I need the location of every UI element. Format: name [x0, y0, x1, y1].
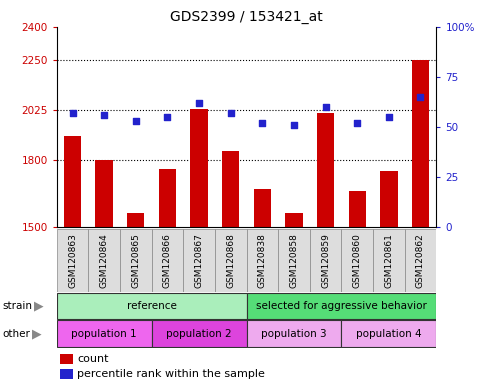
Text: population 1: population 1: [71, 329, 137, 339]
Text: GSM120860: GSM120860: [352, 233, 362, 288]
Bar: [96, 160, 113, 227]
Text: GSM120866: GSM120866: [163, 233, 172, 288]
Title: GDS2399 / 153421_at: GDS2399 / 153421_at: [170, 10, 323, 25]
Bar: [349, 191, 366, 227]
Text: GSM120862: GSM120862: [416, 233, 425, 288]
Bar: [57, 320, 152, 347]
Point: [227, 110, 235, 116]
Text: GSM120863: GSM120863: [68, 233, 77, 288]
Bar: [183, 229, 215, 292]
Text: ▶: ▶: [32, 327, 42, 340]
Bar: [285, 213, 303, 227]
Bar: [152, 320, 246, 347]
Bar: [310, 229, 341, 292]
Text: GSM120861: GSM120861: [385, 233, 393, 288]
Point: [290, 122, 298, 128]
Text: count: count: [77, 354, 109, 364]
Bar: [60, 369, 72, 379]
Bar: [64, 136, 81, 227]
Text: GSM120864: GSM120864: [100, 233, 108, 288]
Text: reference: reference: [127, 301, 176, 311]
Text: GSM120838: GSM120838: [258, 233, 267, 288]
Bar: [57, 229, 88, 292]
Bar: [120, 229, 152, 292]
Bar: [380, 171, 397, 227]
Bar: [341, 320, 436, 347]
Point: [385, 114, 393, 120]
Bar: [341, 229, 373, 292]
Bar: [190, 109, 208, 227]
Text: strain: strain: [2, 301, 33, 311]
Bar: [88, 229, 120, 292]
Bar: [215, 229, 246, 292]
Text: population 4: population 4: [356, 329, 422, 339]
Bar: [60, 354, 72, 364]
Bar: [152, 229, 183, 292]
Text: GSM120859: GSM120859: [321, 233, 330, 288]
Bar: [246, 320, 341, 347]
Text: GSM120868: GSM120868: [226, 233, 235, 288]
Bar: [405, 229, 436, 292]
Point: [417, 94, 424, 100]
Point: [258, 120, 266, 126]
Text: population 3: population 3: [261, 329, 327, 339]
Text: GSM120865: GSM120865: [131, 233, 141, 288]
Bar: [246, 229, 278, 292]
Bar: [222, 151, 240, 227]
Text: percentile rank within the sample: percentile rank within the sample: [77, 369, 265, 379]
Point: [164, 114, 172, 120]
Point: [353, 120, 361, 126]
Bar: [253, 189, 271, 227]
Point: [195, 100, 203, 106]
Point: [132, 118, 140, 124]
Point: [69, 110, 76, 116]
Text: other: other: [2, 329, 31, 339]
Text: GSM120858: GSM120858: [289, 233, 298, 288]
Point: [100, 112, 108, 118]
Bar: [127, 213, 144, 227]
Text: population 2: population 2: [166, 329, 232, 339]
Bar: [57, 293, 246, 319]
Bar: [278, 229, 310, 292]
Bar: [373, 229, 405, 292]
Text: ▶: ▶: [34, 300, 43, 313]
Bar: [317, 113, 334, 227]
Bar: [246, 293, 436, 319]
Bar: [412, 60, 429, 227]
Bar: [159, 169, 176, 227]
Text: GSM120867: GSM120867: [195, 233, 204, 288]
Text: selected for aggressive behavior: selected for aggressive behavior: [256, 301, 427, 311]
Point: [321, 104, 329, 110]
